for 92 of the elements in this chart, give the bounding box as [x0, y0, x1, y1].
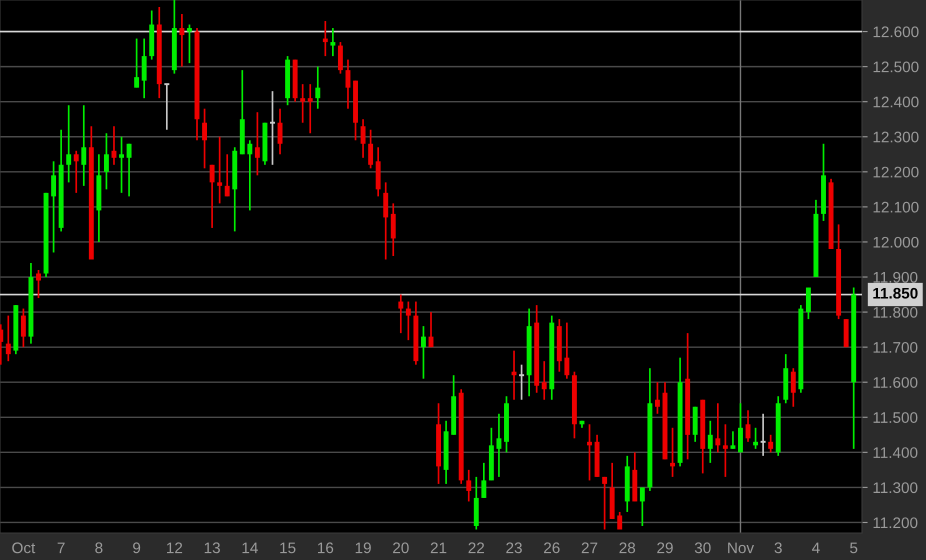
- candlestick: [428, 311, 434, 348]
- y-tick-label: 11.200: [874, 517, 918, 528]
- candlestick: [398, 294, 404, 334]
- x-tick-label: 29: [657, 542, 673, 554]
- y-tick-label: 11.300: [874, 482, 918, 494]
- candlestick: [6, 314, 11, 362]
- candlestick: [512, 350, 516, 401]
- candlestick: [602, 476, 608, 530]
- y-tick-label: 12.200: [874, 166, 919, 178]
- candlestick: [708, 420, 713, 464]
- y-tick-label: 12.400: [874, 96, 919, 108]
- x-tick-label: 9: [133, 542, 140, 554]
- x-tick-label: 23: [506, 542, 522, 554]
- candlestick: [670, 426, 675, 478]
- x-tick-label: Oct: [12, 542, 36, 554]
- candlestick: [210, 164, 215, 229]
- candlestick: [466, 469, 472, 502]
- candlestick: [179, 13, 184, 68]
- candlestick: [346, 58, 350, 110]
- x-tick-label: 30: [694, 542, 711, 554]
- candlestick: [322, 20, 328, 57]
- candlestick: [640, 486, 645, 527]
- candlestick: [406, 300, 411, 341]
- candlestick: [542, 360, 547, 401]
- x-tick-label: 4: [812, 542, 820, 554]
- y-tick-label: 12.500: [874, 61, 919, 72]
- x-tick-label: 14: [242, 542, 258, 554]
- candlestick: [308, 83, 313, 134]
- candlestick: [81, 104, 86, 187]
- candlestick: [722, 423, 728, 478]
- candlestick: [360, 118, 366, 159]
- candlestick: [746, 409, 750, 443]
- candlestick: [202, 108, 208, 170]
- y-tick-label: 11.600: [874, 377, 918, 388]
- candlestick: [247, 139, 252, 212]
- x-tick-label: 13: [204, 542, 220, 554]
- x-tick-label: 22: [468, 542, 484, 554]
- candlestick: [104, 132, 109, 190]
- y-tick-label: 12.600: [874, 26, 919, 38]
- y-tick-label: 12.100: [874, 202, 919, 213]
- candlestick: [481, 462, 486, 499]
- candlestick: [496, 412, 502, 478]
- y-tick-label: 11.700: [874, 342, 918, 353]
- candlestick: [187, 24, 192, 64]
- y-tick-label: 11.800: [874, 306, 918, 318]
- candlestick: [134, 38, 140, 88]
- candlestick: [421, 325, 426, 380]
- y-tick-label: 12.000: [874, 236, 919, 248]
- candlestick: [217, 136, 222, 204]
- y-tick-label: 11.500: [874, 412, 918, 423]
- candlestick: [74, 150, 79, 194]
- x-tick-label: 27: [582, 542, 598, 554]
- candlestick: [368, 128, 374, 170]
- candlestick: [66, 104, 72, 184]
- candlestick: [126, 142, 132, 198]
- ref-line-label: 11.850: [873, 288, 918, 299]
- x-tick-label: 8: [95, 542, 102, 554]
- candlestick: [730, 430, 736, 450]
- candlestick: [654, 381, 660, 415]
- x-tick-label: 19: [356, 542, 371, 554]
- x-tick-label: 16: [318, 542, 334, 554]
- candlestick: [224, 153, 230, 198]
- x-tick-label: 12: [167, 542, 182, 554]
- candlestick: [300, 83, 306, 124]
- candlestick: [36, 269, 41, 299]
- x-tick-label: 28: [620, 542, 636, 554]
- x-tick-label: 15: [280, 542, 296, 554]
- x-tick-label: 20: [393, 542, 409, 554]
- x-tick-label: 7: [58, 542, 65, 554]
- x-tick-label: 5: [850, 542, 858, 554]
- candlestick: [254, 111, 260, 176]
- candlestick: [564, 322, 570, 380]
- candlestick: [715, 402, 720, 454]
- candlestick: [617, 511, 622, 530]
- candlestick: [768, 434, 774, 454]
- candlestick: [278, 108, 282, 156]
- candlestick: [753, 426, 758, 450]
- x-tick-label: 21: [430, 542, 446, 554]
- candlestick: [790, 367, 796, 408]
- candlestick: [315, 66, 320, 110]
- candlestick: [587, 423, 592, 482]
- candlestick: [330, 27, 336, 57]
- x-tick-label: 3: [774, 542, 782, 554]
- x-tick-label: 26: [544, 542, 560, 554]
- x-tick-label: Nov: [728, 542, 754, 554]
- candlestick: [119, 136, 124, 194]
- candlestick: [20, 308, 26, 348]
- y-tick-label: 12.300: [874, 132, 919, 142]
- y-tick-label: 11.900: [874, 272, 918, 283]
- candlestick: [112, 125, 116, 166]
- y-tick-label: 11.400: [874, 447, 918, 458]
- candlestick: [51, 160, 56, 254]
